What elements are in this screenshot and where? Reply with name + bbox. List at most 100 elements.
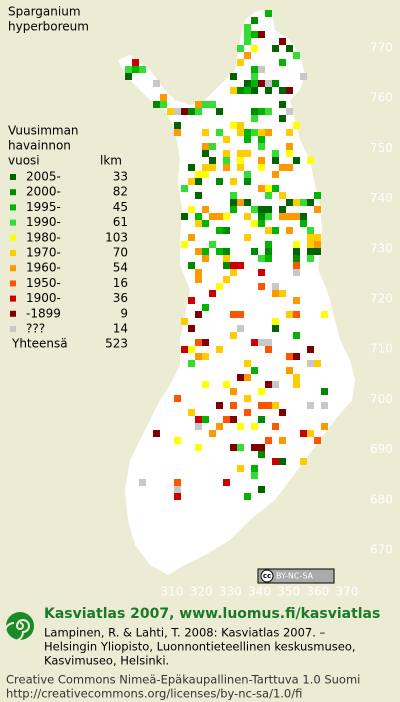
observation-square bbox=[216, 213, 223, 220]
observation-square bbox=[293, 374, 300, 381]
observation-square bbox=[244, 87, 251, 94]
observation-square bbox=[251, 472, 258, 479]
observation-square bbox=[272, 80, 279, 87]
observation-square bbox=[265, 185, 272, 192]
observation-square bbox=[265, 108, 272, 115]
finland-outline bbox=[118, 10, 355, 575]
observation-square bbox=[251, 129, 258, 136]
observation-square bbox=[237, 444, 244, 451]
observation-square bbox=[272, 150, 279, 157]
observation-square bbox=[202, 101, 209, 108]
badge-text: BY-NC-SA bbox=[276, 572, 314, 581]
observation-square bbox=[286, 213, 293, 220]
observation-square bbox=[300, 458, 307, 465]
legend-label: 1995- bbox=[26, 200, 61, 214]
observation-square bbox=[216, 423, 223, 430]
observation-square bbox=[195, 220, 202, 227]
observation-square bbox=[237, 311, 244, 318]
legend-year-header: vuosi bbox=[8, 154, 40, 168]
observation-square bbox=[307, 360, 314, 367]
legend-label: 2000- bbox=[26, 185, 61, 199]
observation-square bbox=[230, 192, 237, 199]
observation-square bbox=[307, 157, 314, 164]
observation-square bbox=[251, 220, 258, 227]
observation-square bbox=[286, 367, 293, 374]
logo bbox=[4, 612, 34, 642]
observation-square bbox=[216, 178, 223, 185]
observation-square bbox=[293, 332, 300, 339]
species-title: Sparganium bbox=[8, 5, 81, 19]
observation-square bbox=[202, 143, 209, 150]
observation-square bbox=[265, 346, 272, 353]
legend-swatch bbox=[10, 295, 16, 302]
observation-square bbox=[237, 325, 244, 332]
observation-square bbox=[230, 388, 237, 395]
observation-square bbox=[244, 493, 251, 500]
legend-swatch bbox=[10, 174, 16, 180]
observation-square bbox=[244, 52, 251, 59]
observation-square bbox=[195, 416, 202, 423]
observation-square bbox=[300, 213, 307, 220]
observation-square bbox=[272, 402, 279, 409]
observation-square bbox=[244, 360, 251, 367]
legend-swatch bbox=[10, 310, 16, 317]
observation-square bbox=[265, 206, 272, 213]
observation-square bbox=[223, 262, 230, 269]
observation-square bbox=[188, 206, 195, 213]
observation-square bbox=[258, 339, 265, 346]
species-title: hyperboreum bbox=[8, 20, 89, 34]
observation-square bbox=[202, 206, 209, 213]
y-tick-label: 670 bbox=[370, 543, 393, 557]
observation-square bbox=[230, 178, 237, 185]
observation-square bbox=[272, 423, 279, 430]
observation-square bbox=[272, 185, 279, 192]
legend-total-label: Yhteensä bbox=[11, 337, 68, 351]
observation-square bbox=[251, 17, 258, 24]
legend-count: 61 bbox=[113, 215, 128, 229]
observation-square bbox=[181, 185, 188, 192]
observation-square bbox=[293, 52, 300, 59]
legend-label: -1899 bbox=[26, 306, 61, 320]
observation-square bbox=[279, 409, 286, 416]
observation-square bbox=[251, 465, 258, 472]
observation-square bbox=[174, 479, 181, 486]
observation-square bbox=[258, 416, 265, 423]
observation-square bbox=[209, 213, 216, 220]
y-tick-label: 710 bbox=[370, 342, 393, 356]
observation-square bbox=[223, 381, 230, 388]
observation-square bbox=[258, 388, 265, 395]
observation-square bbox=[230, 269, 237, 276]
observation-square bbox=[202, 255, 209, 262]
observation-square bbox=[258, 269, 265, 276]
observation-square bbox=[265, 402, 272, 409]
observation-square bbox=[265, 437, 272, 444]
x-tick-label: 330 bbox=[219, 585, 242, 599]
observation-square bbox=[321, 311, 328, 318]
observation-square bbox=[314, 192, 321, 199]
observation-square bbox=[223, 479, 230, 486]
license-line: http://creativecommons.org/licenses/by-n… bbox=[6, 687, 302, 701]
observation-square bbox=[237, 164, 244, 171]
observation-square bbox=[174, 122, 181, 129]
observation-square bbox=[286, 129, 293, 136]
observation-square bbox=[258, 444, 265, 451]
observation-square bbox=[293, 241, 300, 248]
observation-square bbox=[230, 122, 237, 129]
brand: Kasviatlas 2007, www.luomus.fi/kasviatla… bbox=[44, 606, 380, 622]
observation-square bbox=[307, 248, 314, 255]
observation-square bbox=[237, 423, 244, 430]
observation-square bbox=[272, 458, 279, 465]
legend-count: 33 bbox=[113, 170, 128, 184]
observation-square bbox=[244, 31, 251, 38]
legend-swatch bbox=[10, 280, 16, 287]
observation-square bbox=[209, 101, 216, 108]
observation-square bbox=[244, 213, 251, 220]
observation-square bbox=[188, 409, 195, 416]
observation-square bbox=[258, 31, 265, 38]
observation-square bbox=[230, 87, 237, 94]
observation-square bbox=[286, 353, 293, 360]
observation-square bbox=[174, 486, 181, 493]
observation-square bbox=[195, 192, 202, 199]
observation-square bbox=[258, 108, 265, 115]
observation-square bbox=[279, 38, 286, 45]
